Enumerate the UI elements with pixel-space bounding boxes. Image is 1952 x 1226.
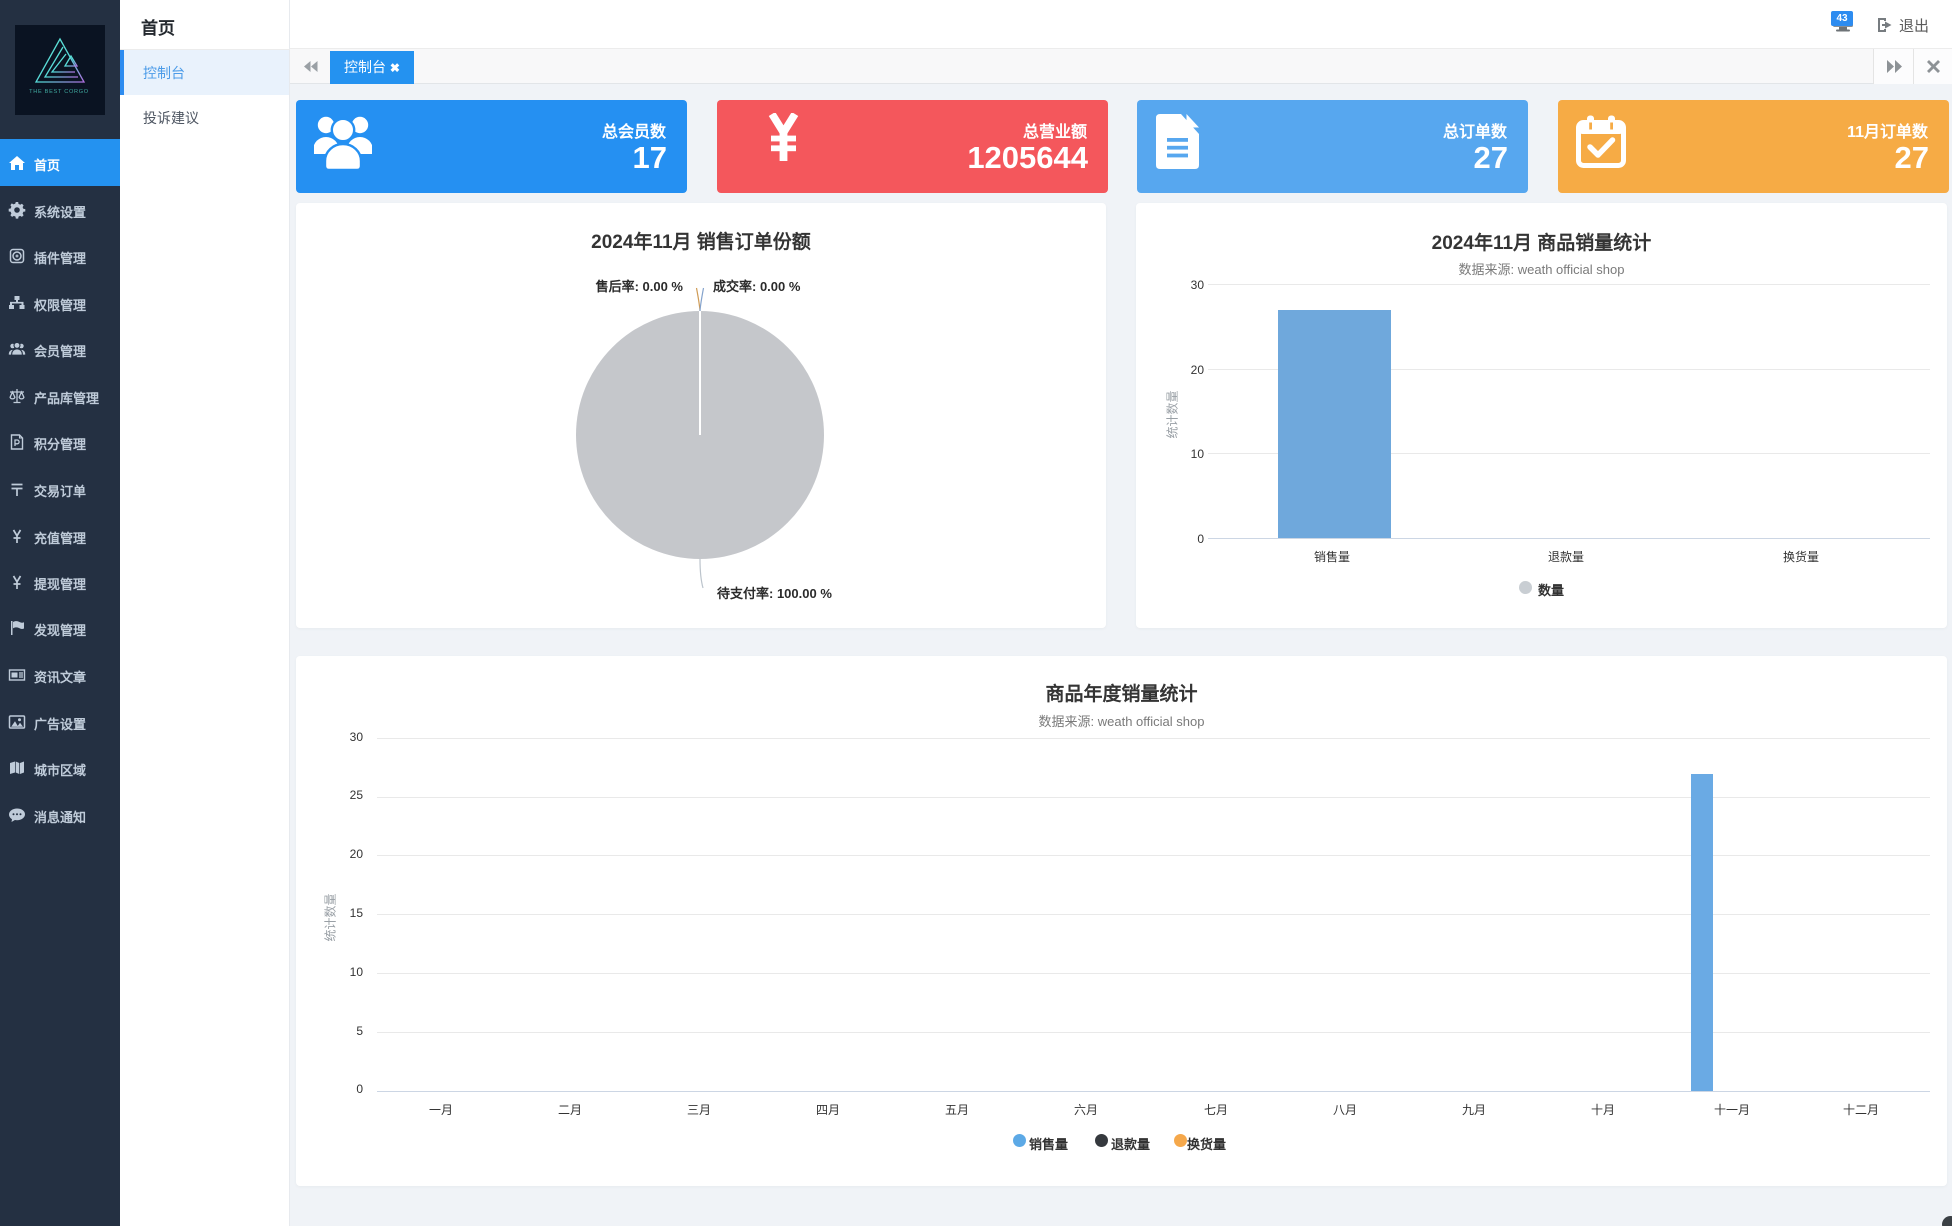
svg-text:THE BEST CORGO: THE BEST CORGO [29,89,89,95]
